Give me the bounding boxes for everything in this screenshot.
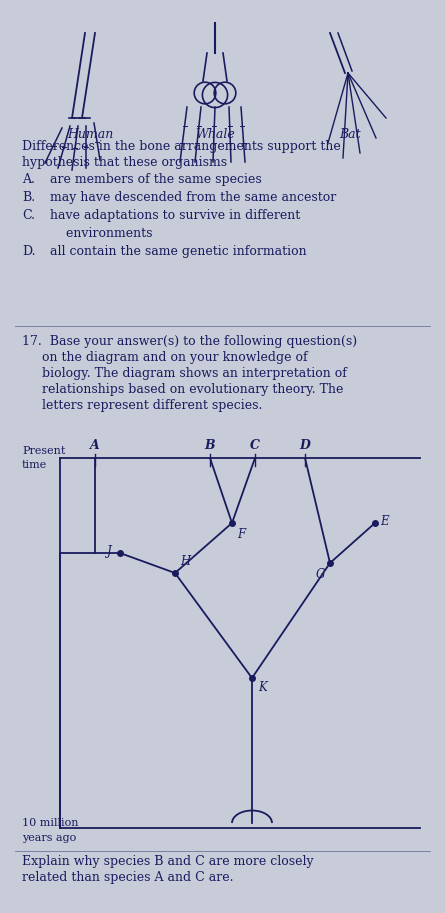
Text: B: B	[205, 439, 215, 452]
Text: Whale: Whale	[195, 128, 235, 141]
Text: D: D	[299, 439, 311, 452]
Text: may have descended from the same ancestor: may have descended from the same ancesto…	[50, 191, 336, 204]
Text: E: E	[380, 515, 388, 528]
Text: all contain the same genetic information: all contain the same genetic information	[50, 245, 307, 258]
Text: letters represent different species.: letters represent different species.	[42, 399, 263, 412]
Text: Differences in the bone arrangements support the: Differences in the bone arrangements sup…	[22, 140, 341, 153]
Text: 17.  Base your answer(s) to the following question(s): 17. Base your answer(s) to the following…	[22, 335, 357, 348]
Text: Explain why species B and C are more closely: Explain why species B and C are more clo…	[22, 855, 314, 868]
Text: Human: Human	[67, 128, 113, 141]
Text: D.: D.	[22, 245, 36, 258]
Text: F: F	[237, 528, 245, 541]
Text: biology. The diagram shows an interpretation of: biology. The diagram shows an interpreta…	[42, 367, 347, 380]
Text: H: H	[180, 555, 190, 568]
Text: 10 million: 10 million	[22, 818, 78, 828]
Text: are members of the same species: are members of the same species	[50, 173, 262, 186]
Text: A.: A.	[22, 173, 35, 186]
Text: time: time	[22, 460, 47, 470]
Text: K: K	[258, 681, 267, 694]
Text: C: C	[250, 439, 260, 452]
Text: relationships based on evolutionary theory. The: relationships based on evolutionary theo…	[42, 383, 344, 396]
Text: A: A	[90, 439, 100, 452]
Text: C.: C.	[22, 209, 35, 222]
Text: related than species A and C are.: related than species A and C are.	[22, 871, 234, 884]
Text: J: J	[107, 544, 112, 558]
Text: on the diagram and on your knowledge of: on the diagram and on your knowledge of	[42, 351, 307, 364]
Text: hypothesis that these organisms: hypothesis that these organisms	[22, 156, 227, 169]
Text: Present: Present	[22, 446, 65, 456]
Text: environments: environments	[50, 227, 153, 240]
Text: have adaptations to survive in different: have adaptations to survive in different	[50, 209, 300, 222]
Text: G: G	[316, 568, 325, 581]
Text: Bat: Bat	[339, 128, 361, 141]
Text: B.: B.	[22, 191, 35, 204]
Text: years ago: years ago	[22, 833, 76, 843]
